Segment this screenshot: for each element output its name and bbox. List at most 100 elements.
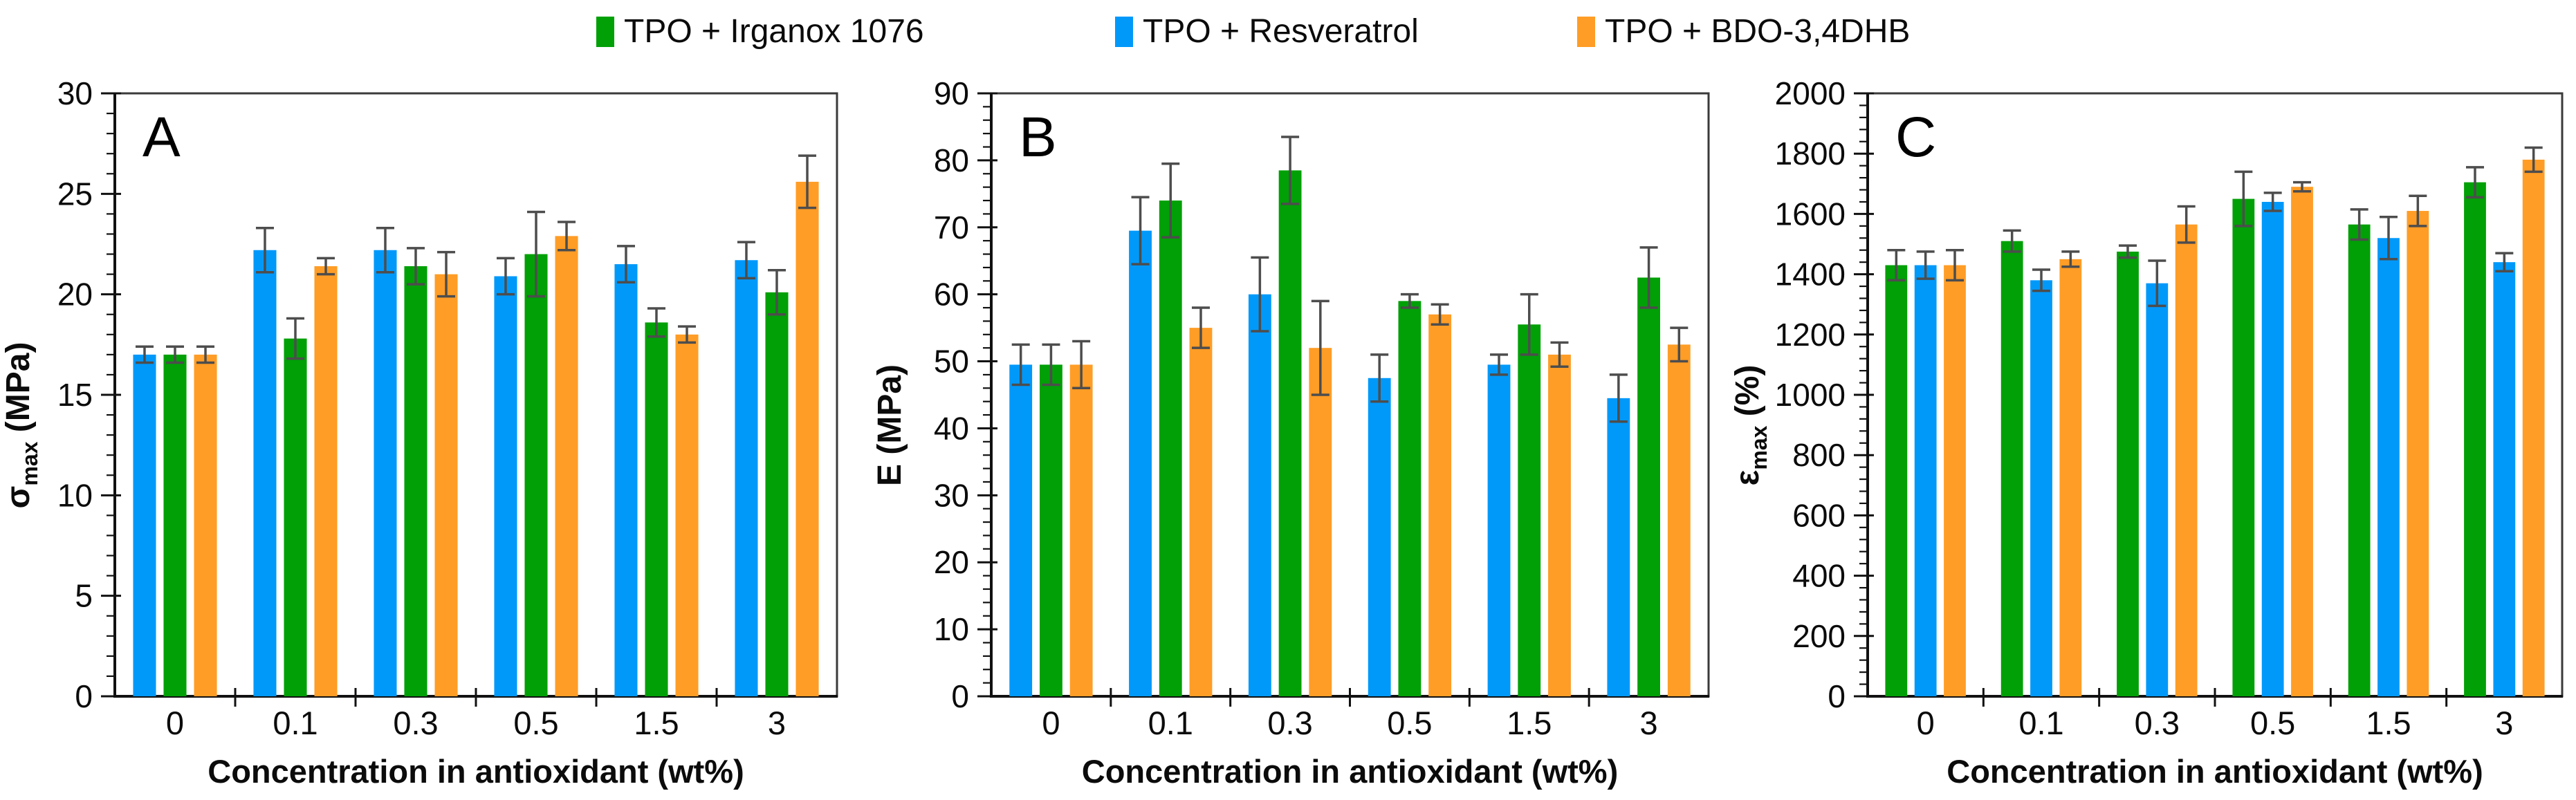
bar — [1637, 277, 1661, 696]
bar — [2000, 241, 2023, 696]
bar — [1487, 364, 1511, 696]
bar — [1368, 378, 1391, 696]
y-tick-label: 200 — [1792, 618, 1846, 654]
bar — [253, 250, 277, 697]
bar — [2261, 201, 2284, 697]
panel-letter: B — [1019, 106, 1057, 169]
bar — [133, 354, 156, 696]
bar — [1009, 364, 1033, 696]
y-tick-label: 40 — [934, 410, 969, 446]
legend-label-bdo: TPO + BDO-3,4DHB — [1605, 13, 1911, 50]
y-tick-label: 1400 — [1775, 257, 1846, 292]
y-tick-label: 1000 — [1775, 377, 1846, 413]
bar — [1914, 265, 1937, 696]
plot-border — [113, 92, 838, 698]
x-tick-label: 1.5 — [2366, 705, 2411, 741]
chart-panel-a: 0 5 10 15 20 25 30 0 0.1 0.3 0.5 1.5 3 A Concentration… — [0, 0, 865, 800]
bar — [614, 264, 638, 697]
y-tick-label: 90 — [934, 75, 969, 111]
bar — [494, 276, 517, 696]
bar — [314, 266, 338, 696]
y-axis-title: σmax (MPa) — [0, 342, 42, 509]
x-tick-label: 0.1 — [2018, 705, 2063, 741]
x-axis-title: Concentration in antioxidant (wt%) — [208, 753, 744, 790]
bar — [555, 236, 578, 697]
y-axis-title: E (MPa) — [872, 364, 908, 486]
bar — [1039, 364, 1062, 696]
x-tick-label: 0.3 — [2135, 705, 2180, 741]
y-tick-label: 80 — [934, 142, 969, 178]
x-tick-label: 3 — [2495, 705, 2513, 741]
x-tick-label: 0.1 — [1148, 705, 1193, 741]
bar — [2493, 262, 2516, 696]
y-tick-label: 0 — [1828, 678, 1846, 714]
y-tick-label: 60 — [934, 277, 969, 313]
legend-swatch-irganox-icon — [596, 17, 614, 47]
legend-item-irganox: TPO + Irganox 1076 — [596, 14, 924, 50]
y-tick-label: 10 — [57, 477, 93, 513]
x-axis-title: Concentration in antioxidant (wt%) — [1082, 753, 1618, 790]
bar — [1309, 348, 1332, 696]
y-tick-label: 600 — [1792, 497, 1846, 533]
bar — [2175, 224, 2198, 696]
bar — [1129, 230, 1152, 697]
legend-label-irganox: TPO + Irganox 1076 — [624, 13, 924, 50]
x-tick-label: 0 — [1042, 705, 1060, 741]
y-tick-label: 1800 — [1775, 136, 1846, 171]
bar — [645, 322, 668, 696]
y-tick-label: 20 — [57, 277, 93, 313]
y-tick-label: 5 — [75, 578, 93, 614]
y-tick-label: 50 — [934, 344, 969, 380]
bar — [2232, 198, 2255, 697]
chart-panel-c: 0 200 400 600 800 1000 1200 1400 1600 1800 2000 0 0.… — [1715, 0, 2576, 800]
bar — [1885, 265, 1908, 696]
bar — [1548, 354, 1571, 696]
bar — [404, 266, 427, 696]
legend-label-resveratrol: TPO + Resveratrol — [1143, 13, 1419, 50]
x-tick-label: 1.5 — [1507, 705, 1552, 741]
chart-b-svg: 0 10 20 30 40 50 60 70 80 90 0 0.1 0.3 0.5 1.5 3 B Concen… — [872, 75, 1710, 790]
y-tick-label: 25 — [57, 176, 93, 212]
bar — [1189, 328, 1213, 697]
bar — [1159, 201, 1182, 696]
x-tick-label: 0 — [1917, 705, 1935, 741]
y-axis-title: εmax (%) — [1729, 365, 1772, 486]
bar — [374, 250, 397, 697]
bar — [1069, 364, 1093, 696]
y-tick-label: 20 — [934, 544, 969, 580]
bar — [1667, 344, 1691, 696]
legend-swatch-resveratrol-icon — [1115, 17, 1133, 47]
bar — [2348, 224, 2371, 696]
x-tick-label: 0.5 — [2250, 705, 2295, 741]
x-tick-label: 1.5 — [634, 705, 679, 741]
panel-letter: A — [142, 106, 181, 169]
legend-item-bdo: TPO + BDO-3,4DHB — [1577, 14, 1910, 50]
bar — [1278, 170, 1302, 696]
bar — [675, 334, 699, 696]
y-tick-label: 70 — [934, 210, 969, 245]
y-tick-label: 0 — [75, 678, 93, 714]
plot-border — [990, 92, 1710, 698]
bar — [284, 338, 307, 696]
bar — [434, 274, 458, 697]
bar — [194, 354, 217, 696]
bar — [2377, 238, 2400, 696]
chart-panel-b: 0 10 20 30 40 50 60 70 80 90 0 0.1 0.3 0.5 1.5 3 B Concen… — [865, 0, 1722, 800]
bar — [2059, 259, 2082, 696]
y-tick-label: 400 — [1792, 558, 1846, 594]
bar — [2522, 159, 2545, 697]
bar — [2030, 280, 2052, 696]
y-tick-label: 1200 — [1775, 317, 1846, 353]
bar — [765, 292, 789, 696]
x-tick-label: 0.3 — [393, 705, 438, 741]
bar — [1428, 314, 1452, 696]
bar — [1944, 265, 1966, 696]
bar — [2407, 211, 2429, 696]
x-tick-label: 3 — [768, 705, 786, 741]
y-tick-label: 10 — [934, 611, 969, 647]
chart-c-svg: 0 200 400 600 800 1000 1200 1400 1600 1800 2000 0 0.… — [1729, 75, 2564, 790]
y-tick-label: 15 — [57, 377, 93, 413]
x-axis-title: Concentration in antioxidant (wt%) — [1947, 753, 2483, 790]
x-tick-label: 3 — [1640, 705, 1658, 741]
